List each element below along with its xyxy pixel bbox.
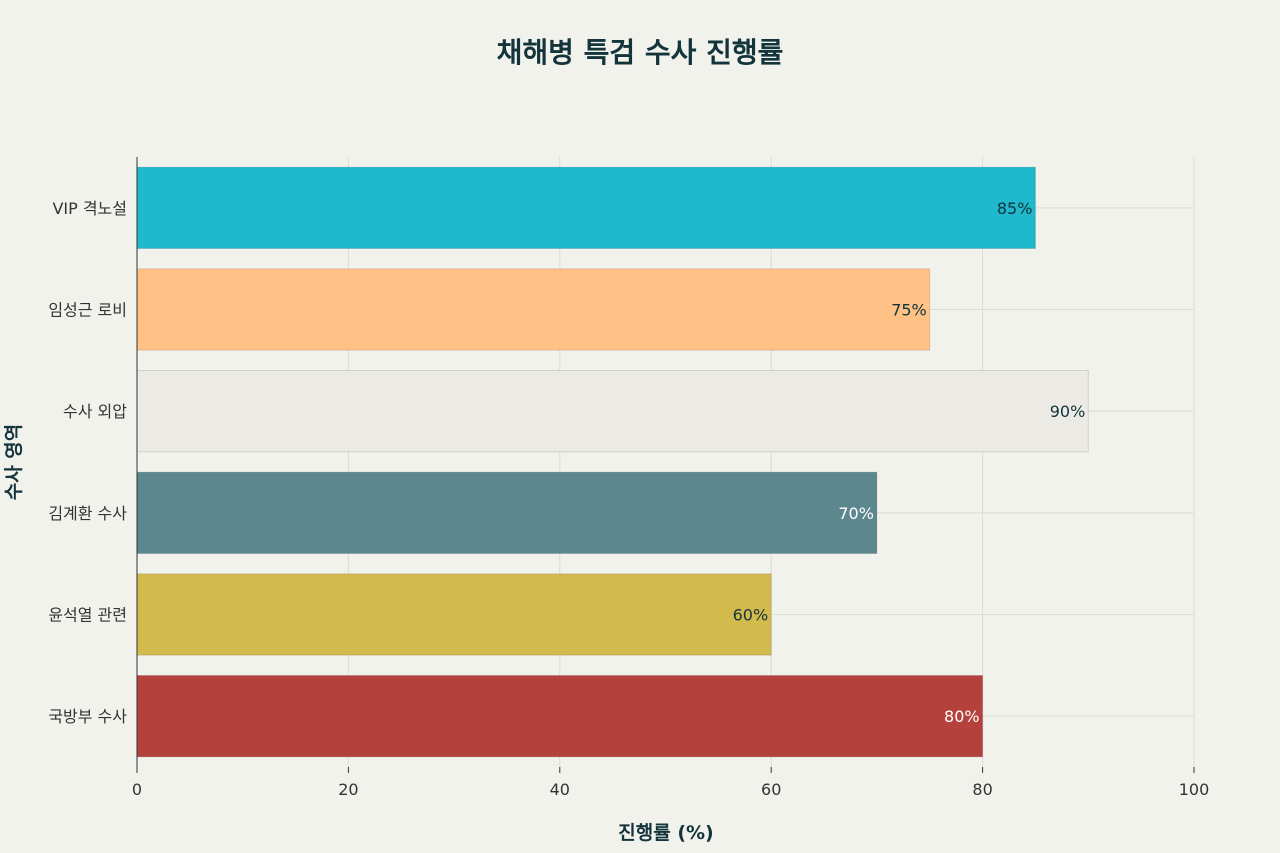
- category-label: 윤석열 관련: [48, 606, 127, 625]
- x-tick-label: 100: [1179, 780, 1210, 799]
- bar-value-label: 90%: [1050, 402, 1086, 421]
- chart-title: 채해병 특검 수사 진행률: [497, 36, 784, 69]
- bar-value-label: 80%: [944, 707, 980, 726]
- bar: [136, 573, 772, 656]
- x-tick-label: 60: [761, 780, 781, 799]
- category-label: 국방부 수사: [48, 707, 127, 726]
- x-tick-label: 0: [132, 780, 142, 799]
- bar-value-label: 70%: [838, 504, 874, 523]
- x-tick-label: 40: [550, 780, 570, 799]
- bar: [136, 166, 1036, 250]
- bar-value-label: 75%: [891, 301, 927, 320]
- x-axis-title: 진행률 (%): [618, 822, 713, 844]
- bars: [136, 166, 1089, 758]
- data-labels: 85% 75% 90% 70% 60% 80%: [733, 199, 1086, 726]
- category-label: VIP 격노설: [52, 199, 127, 218]
- x-tick-label: 20: [338, 780, 358, 799]
- bar: [136, 268, 931, 351]
- category-label: 김계환 수사: [48, 504, 127, 523]
- bar: [136, 471, 878, 554]
- y-axis-title: 수사 영역: [3, 424, 25, 501]
- x-tick-label: 80: [972, 780, 992, 799]
- x-axis-ticks: 0 20 40 60 80 100: [132, 767, 1209, 799]
- bar-value-label: 60%: [733, 606, 769, 625]
- bar: [136, 370, 1089, 453]
- bar: [136, 675, 984, 758]
- category-label: 수사 외압: [63, 402, 127, 421]
- bar-value-label: 85%: [997, 199, 1033, 218]
- category-label: 임성근 로비: [48, 301, 127, 320]
